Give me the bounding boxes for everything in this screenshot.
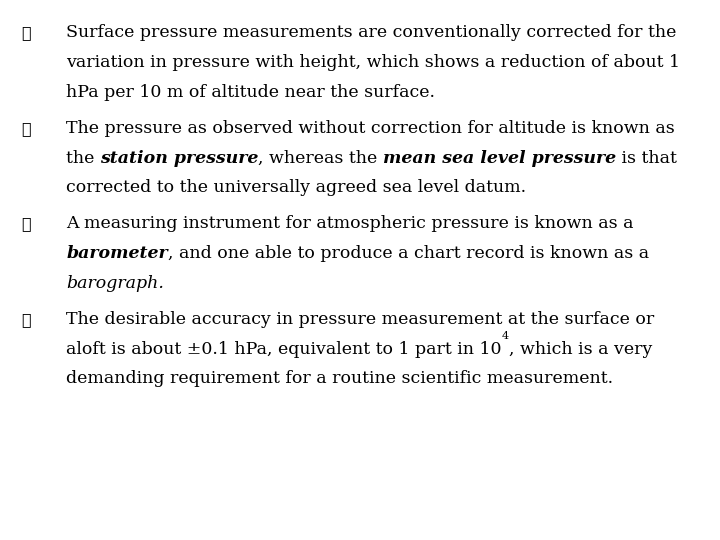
Text: barometer: barometer	[66, 245, 168, 262]
Text: ➤: ➤	[22, 311, 31, 328]
Text: Surface pressure measurements are conventionally corrected for the: Surface pressure measurements are conven…	[66, 24, 677, 41]
Text: A measuring instrument for atmospheric pressure is known as a: A measuring instrument for atmospheric p…	[66, 215, 634, 232]
Text: The pressure as observed without correction for altitude is known as: The pressure as observed without correct…	[66, 120, 675, 137]
Text: 4: 4	[502, 331, 509, 341]
Text: corrected to the universally agreed sea level datum.: corrected to the universally agreed sea …	[66, 179, 526, 196]
Text: mean sea level pressure: mean sea level pressure	[383, 150, 616, 166]
Text: ➤: ➤	[22, 120, 31, 137]
Text: hPa per 10 m of altitude near the surface.: hPa per 10 m of altitude near the surfac…	[66, 84, 435, 100]
Text: variation in pressure with height, which shows a reduction of about 1: variation in pressure with height, which…	[66, 54, 680, 71]
Text: , which is a very: , which is a very	[509, 341, 652, 357]
Text: , and one able to produce a chart record is known as a: , and one able to produce a chart record…	[168, 245, 649, 262]
Text: is that: is that	[616, 150, 678, 166]
Text: ➤: ➤	[22, 24, 31, 41]
Text: , whereas the: , whereas the	[258, 150, 383, 166]
Text: The desirable accuracy in pressure measurement at the surface or: The desirable accuracy in pressure measu…	[66, 311, 654, 328]
Text: demanding requirement for a routine scientific measurement.: demanding requirement for a routine scie…	[66, 370, 613, 387]
Text: station pressure: station pressure	[100, 150, 258, 166]
Text: the: the	[66, 150, 100, 166]
Text: aloft is about ±0.1 hPa, equivalent to 1 part in 10: aloft is about ±0.1 hPa, equivalent to 1…	[66, 341, 502, 357]
Text: ➤: ➤	[22, 215, 31, 232]
Text: barograph.: barograph.	[66, 275, 164, 292]
